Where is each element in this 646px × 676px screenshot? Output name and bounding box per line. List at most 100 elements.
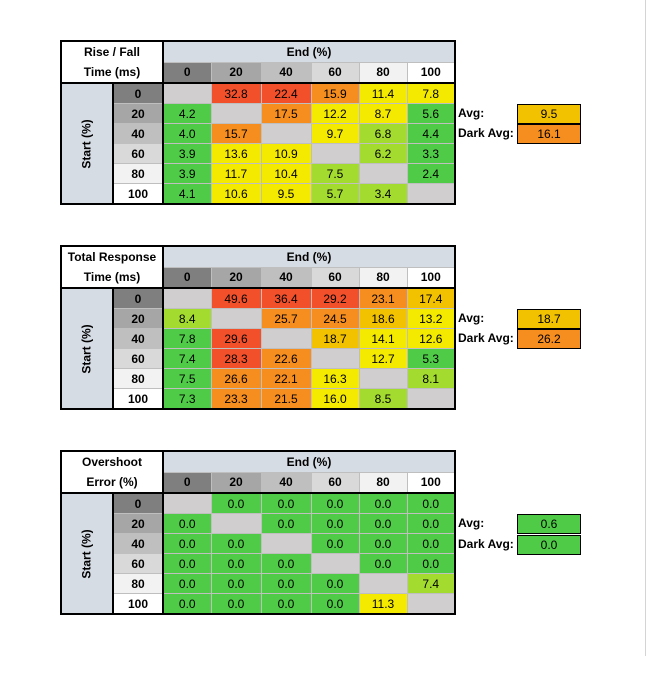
data-cell: 0.0 [310,533,360,554]
row-header: 60 [112,348,164,369]
col-header: 20 [210,471,262,494]
row-header: 80 [112,573,164,594]
data-cell: 22.6 [260,348,312,369]
table-title: Rise / Fall Time (ms) [60,40,164,84]
data-cell: 0.0 [162,533,212,554]
data-cell: 6.8 [358,123,408,144]
diagonal-cell [210,513,262,534]
dark-avg-label: Dark Avg: [458,126,514,140]
row-header: 20 [112,308,164,329]
row-header: 40 [112,328,164,349]
col-header: 80 [358,61,408,84]
table-row: 100 0.0 0.0 0.0 0.0 11.3 [61,593,456,615]
col-header: 40 [260,61,312,84]
data-cell: 29.6 [210,328,262,349]
data-cell: 7.5 [310,163,360,184]
table-row: 60 3.9 13.6 10.9 6.2 3.3 [61,143,456,164]
data-cell: 36.4 [260,287,312,309]
dark-avg-label: Dark Avg: [458,537,514,551]
dark-avg-value: 26.2 [517,329,581,349]
data-cell: 7.4 [406,573,456,594]
data-cell: 7.3 [162,388,212,410]
total-response-table: Total Response Time (ms) End (%) 0 20 40 … [60,245,456,410]
data-cell: 2.4 [406,163,456,184]
dark-avg-value: 0.0 [517,535,581,555]
table-title: Overshoot Error (%) [60,450,164,494]
table-row: 20 4.2 17.5 12.2 8.7 5.6 [61,103,456,124]
data-cell: 16.0 [310,388,360,410]
row-header: 0 [112,287,164,309]
data-cell: 0.0 [260,593,312,615]
diagonal-cell [260,533,312,554]
data-cell: 4.0 [162,123,212,144]
data-cell: 28.3 [210,348,262,369]
data-cell: 4.1 [162,183,212,205]
data-cell: 0.0 [260,492,312,514]
row-header: 40 [112,533,164,554]
data-cell: 16.3 [310,368,360,389]
data-cell: 32.8 [210,82,262,104]
data-cell: 23.3 [210,388,262,410]
diagonal-cell [310,348,360,369]
data-cell: 0.0 [310,513,360,534]
data-cell: 6.2 [358,143,408,164]
data-cell: 17.4 [406,287,456,309]
data-cell: 5.6 [406,103,456,124]
row-header: 20 [112,513,164,534]
data-cell: 11.4 [358,82,408,104]
table-row: 20 8.4 25.7 24.5 18.6 13.2 [61,308,456,329]
row-header: 100 [112,183,164,205]
rise-fall-table: Rise / Fall Time (ms) End (%) 0 20 40 60 … [60,40,456,205]
col-header: 80 [358,471,408,494]
data-cell: 8.5 [358,388,408,410]
start-axis-label: Start (%) [60,82,114,205]
table-row: Start (%) 0 32.8 22.4 15.9 11.4 7.8 [60,82,456,205]
data-cell: 0.0 [406,533,456,554]
data-cell: 13.6 [210,143,262,164]
data-cell: 3.9 [162,143,212,164]
col-header: 100 [406,61,456,84]
data-cell: 8.4 [162,308,212,329]
data-cell: 0.0 [210,492,262,514]
overshoot-block: Overshoot Error (%) End (%) 0 20 40 60 80… [60,450,456,615]
data-cell: 7.8 [406,82,456,104]
data-cell: 8.7 [358,103,408,124]
dark-avg-value: 16.1 [517,124,581,144]
row-header: 0 [112,82,164,104]
data-cell: 10.4 [260,163,312,184]
row-header: 60 [112,143,164,164]
avg-label: Avg: [458,516,485,530]
avg-label: Avg: [458,311,485,325]
data-cell: 7.8 [162,328,212,349]
data-cell: 25.7 [260,308,312,329]
data-cell: 0.0 [162,593,212,615]
end-axis-label: End (%) [162,245,456,268]
data-cell: 26.6 [210,368,262,389]
data-cell: 11.7 [210,163,262,184]
row-header: 60 [112,553,164,574]
diagonal-cell [260,328,312,349]
col-header: 0 [162,266,212,289]
row-header: 40 [112,123,164,144]
diagonal-cell [406,183,456,205]
col-header: 0 [162,471,212,494]
col-header: 100 [406,471,456,494]
data-cell: 22.1 [260,368,312,389]
dark-avg-label: Dark Avg: [458,331,514,345]
data-cell: 0.0 [310,492,360,514]
data-cell: 0.0 [358,492,408,514]
data-cell: 0.0 [260,553,312,574]
col-header: 100 [406,266,456,289]
end-axis-label: End (%) [162,450,456,473]
row-header: 20 [112,103,164,124]
col-header: 80 [358,266,408,289]
data-cell: 0.0 [210,553,262,574]
data-cell: 5.7 [310,183,360,205]
avg-label: Avg: [458,106,485,120]
col-header: 60 [310,471,360,494]
data-cell: 3.9 [162,163,212,184]
col-header: 0 [162,61,212,84]
diagonal-cell [210,308,262,329]
col-header: 60 [310,266,360,289]
diagonal-cell [406,593,456,615]
